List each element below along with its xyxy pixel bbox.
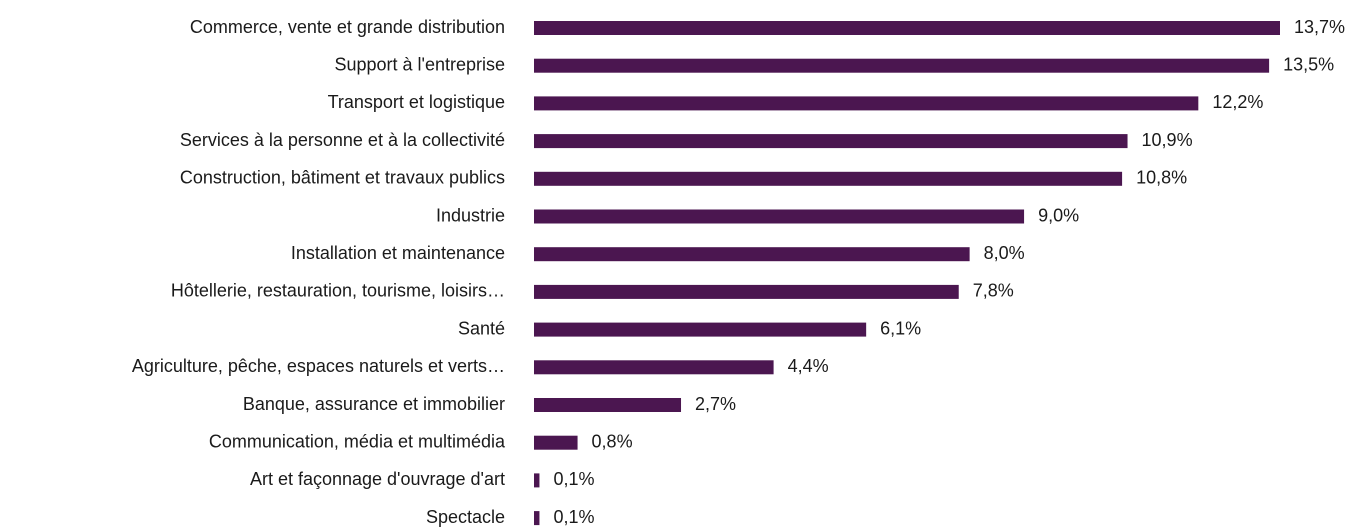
category-label: Installation et maintenance: [291, 243, 505, 263]
category-label: Spectacle: [426, 507, 505, 527]
value-label: 0,8%: [592, 431, 633, 451]
bar: [534, 96, 1199, 111]
bar: [534, 247, 970, 262]
value-label: 2,7%: [695, 394, 736, 414]
bar: [534, 171, 1123, 186]
bar: [534, 322, 867, 337]
category-label: Support à l'entreprise: [334, 54, 505, 74]
value-label: 0,1%: [553, 469, 594, 489]
value-label: 10,8%: [1136, 168, 1187, 188]
value-label: 7,8%: [973, 281, 1014, 301]
bar: [534, 435, 578, 450]
bar: [534, 134, 1128, 149]
category-label: Communication, média et multimédia: [209, 431, 506, 451]
bar: [534, 398, 682, 412]
category-label: Services à la personne et à la collectiv…: [180, 130, 505, 150]
value-label: 9,0%: [1038, 205, 1079, 225]
bar: [534, 21, 1280, 35]
value-label: 13,5%: [1283, 54, 1334, 74]
value-label: 0,1%: [553, 507, 594, 527]
category-label: Santé: [458, 318, 505, 338]
category-label: Commerce, vente et grande distribution: [190, 17, 505, 37]
category-label: Agriculture, pêche, espaces naturels et …: [132, 356, 505, 376]
bar: [534, 360, 774, 375]
category-label: Art et façonnage d'ouvrage d'art: [250, 469, 505, 489]
category-label: Construction, bâtiment et travaux public…: [180, 168, 505, 188]
value-label: 8,0%: [984, 243, 1025, 263]
value-label: 12,2%: [1212, 92, 1263, 112]
bar: [534, 58, 1270, 73]
bar: [534, 209, 1025, 224]
category-label: Banque, assurance et immobilier: [243, 394, 505, 414]
bar: [534, 473, 540, 488]
bar: [534, 284, 959, 299]
category-label: Industrie: [436, 205, 505, 225]
category-label: Transport et logistique: [328, 92, 505, 112]
category-label: Hôtellerie, restauration, tourisme, lois…: [171, 281, 505, 301]
value-label: 4,4%: [788, 356, 829, 376]
value-label: 13,7%: [1294, 17, 1345, 37]
bar: [534, 511, 540, 526]
value-label: 6,1%: [880, 318, 921, 338]
value-label: 10,9%: [1142, 130, 1193, 150]
